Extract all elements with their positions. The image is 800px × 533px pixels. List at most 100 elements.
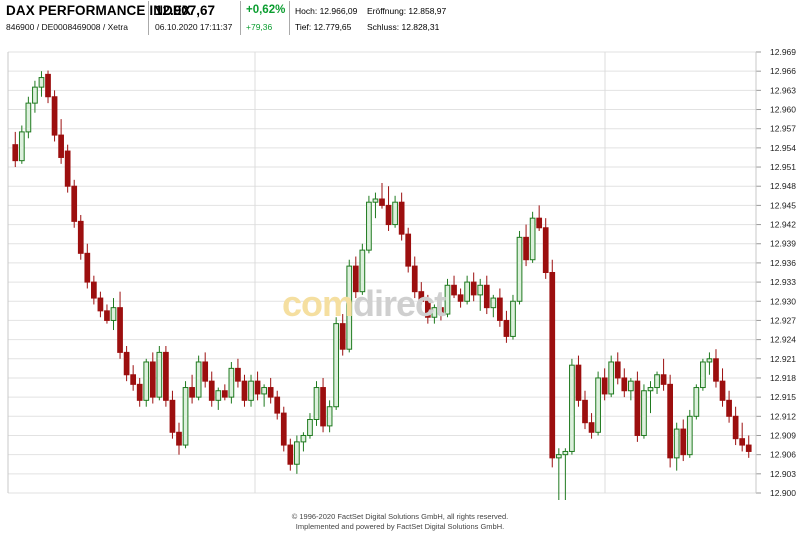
candlestick-chart[interactable]: 12.969 12.966 12.963 12.960 12.957 12.954 12.9… — [0, 40, 800, 500]
candlestick — [379, 183, 385, 209]
candle-body — [503, 319, 510, 337]
candle-body — [320, 387, 326, 427]
candlestick — [732, 406, 739, 446]
header-divider-1 — [148, 1, 149, 35]
candlestick — [745, 435, 752, 458]
candlestick — [451, 275, 457, 299]
candlestick — [614, 352, 621, 385]
y-axis-label: 12.927 — [770, 315, 796, 325]
candlestick — [248, 374, 254, 407]
previous-close: Schluss: 12.828,31 — [367, 22, 440, 32]
y-axis-label: 12.960 — [770, 105, 796, 115]
candle-body — [346, 265, 353, 350]
copyright-line-1: © 1996-2020 FactSet Digital Solutions Gm… — [291, 512, 509, 521]
candlestick — [385, 186, 392, 231]
candle-body — [91, 281, 97, 299]
candlestick — [719, 368, 726, 407]
candlestick — [562, 448, 569, 500]
candle-body — [156, 351, 163, 398]
candle-body — [601, 377, 608, 395]
candlestick — [287, 438, 294, 471]
candlestick — [280, 406, 287, 452]
y-axis-label: 12.933 — [770, 277, 796, 287]
candle-body — [464, 281, 470, 302]
candle-body — [71, 185, 78, 222]
candle-body — [444, 284, 451, 315]
candlestick — [163, 346, 169, 407]
y-axis-label: 12.948 — [770, 181, 796, 191]
candlestick — [149, 352, 156, 404]
candlestick — [261, 384, 267, 407]
candlestick — [294, 435, 300, 474]
candle-body — [497, 297, 503, 321]
candle-body — [202, 361, 209, 382]
candlestick — [18, 125, 25, 164]
candle-body — [326, 406, 333, 427]
header-divider-2 — [240, 1, 241, 35]
candle-body — [555, 454, 562, 459]
candle-body — [686, 415, 693, 456]
candlestick — [346, 259, 353, 353]
candlestick — [582, 390, 588, 430]
quote-timestamp: 06.10.2020 17:11:37 — [155, 22, 233, 32]
candlestick — [32, 80, 38, 113]
candle-body — [700, 361, 706, 389]
candle-body — [372, 198, 379, 203]
candlestick — [267, 377, 274, 404]
y-axis-label: 12.954 — [770, 143, 796, 153]
candle-body — [261, 387, 267, 395]
candlestick — [77, 214, 84, 260]
candlestick — [352, 256, 359, 299]
candlestick — [123, 346, 130, 382]
candle-body — [660, 374, 667, 385]
candlestick — [320, 377, 326, 433]
candlestick — [588, 413, 595, 439]
candlestick — [680, 419, 687, 462]
candle-body — [300, 434, 307, 443]
candle-body — [287, 444, 294, 465]
candlestick — [706, 352, 713, 375]
y-axis-label: 12.915 — [770, 392, 796, 402]
candle-body — [451, 284, 457, 296]
candle-body — [379, 198, 385, 206]
candle-body — [627, 380, 634, 392]
y-axis-label: 12.945 — [770, 200, 796, 210]
candlestick — [235, 358, 241, 388]
candlestick — [398, 192, 405, 241]
y-axis-label: 12.918 — [770, 373, 796, 383]
candle-body — [149, 361, 156, 398]
open-price: Eröffnung: 12.858,97 — [367, 6, 447, 16]
candle-body — [366, 201, 372, 251]
candlestick — [438, 301, 444, 321]
candlestick — [215, 387, 222, 410]
candle-body — [176, 431, 182, 446]
candle-body — [163, 351, 169, 401]
candlestick — [189, 374, 195, 404]
candle-body — [182, 387, 189, 446]
y-axis-label: 12.936 — [770, 258, 796, 268]
candlestick — [660, 358, 667, 391]
y-axis-label: 12.969 — [770, 47, 796, 57]
candle-body — [189, 387, 195, 398]
candle-body — [562, 450, 569, 456]
candlestick — [182, 381, 189, 449]
candlestick — [431, 304, 438, 324]
candle-body — [228, 367, 235, 398]
candle-body — [398, 201, 405, 235]
candlestick — [228, 361, 235, 404]
candlestick — [25, 96, 32, 139]
candle-body — [483, 284, 490, 309]
candle-body — [477, 284, 484, 296]
instrument-name: DAX PERFORMANCE INDEX — [6, 3, 192, 18]
chart-footer: © 1996-2020 FactSet Digital Solutions Gm… — [0, 512, 800, 532]
candle-body — [215, 390, 222, 401]
candlestick — [84, 243, 91, 289]
candle-body — [77, 220, 84, 254]
candle-body — [248, 380, 254, 401]
candle-body — [470, 281, 477, 296]
candle-body — [634, 380, 641, 436]
candle-body — [510, 300, 516, 337]
candle-body — [706, 358, 713, 363]
candlestick — [713, 349, 719, 388]
candlestick — [300, 432, 307, 452]
